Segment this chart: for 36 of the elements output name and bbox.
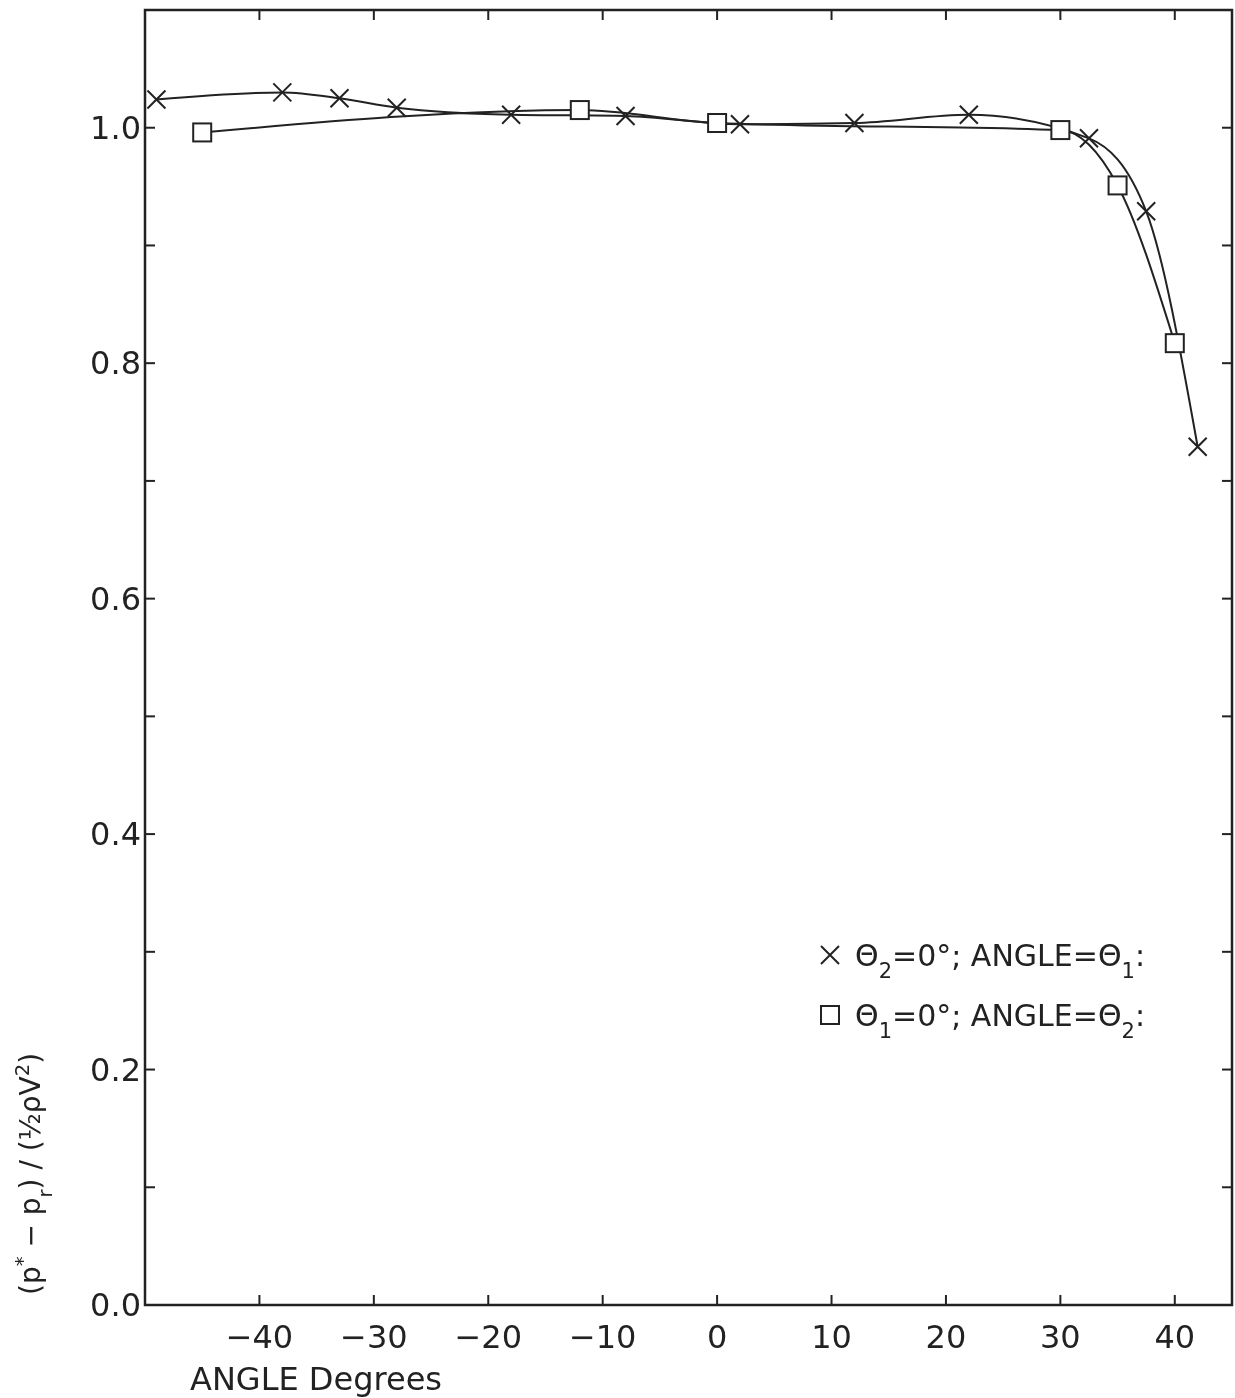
point <box>1136 201 1157 222</box>
point <box>146 89 167 110</box>
point <box>1107 175 1128 196</box>
legend-label: Θ$_{2}$=0°; ANGLE=Θ$_{1}$: <box>855 938 1145 983</box>
x-tick-label: 40 <box>1154 1318 1196 1356</box>
y-tick-label: 0.6 <box>90 579 141 618</box>
y-tick-label: 0.4 <box>90 815 141 854</box>
point <box>615 105 636 126</box>
y-tick-label: 1.0 <box>90 108 141 147</box>
point <box>1078 128 1099 149</box>
y-tick-label: 0.2 <box>90 1050 141 1089</box>
x-tick-label: 10 <box>811 1318 852 1356</box>
x-tick-label: −40 <box>225 1318 294 1356</box>
x-axis-title: ANGLE Degrees <box>190 1360 442 1398</box>
point <box>1050 120 1071 141</box>
x-tick-label: −20 <box>454 1318 523 1356</box>
point <box>386 97 407 118</box>
x-tick-label: 0 <box>706 1318 728 1356</box>
x-tick-label: −30 <box>340 1318 408 1356</box>
point <box>958 104 979 125</box>
point <box>844 113 865 134</box>
x-tick-label: −10 <box>568 1318 637 1356</box>
point <box>272 82 293 103</box>
point <box>729 114 750 135</box>
point <box>192 122 213 143</box>
point <box>501 104 522 125</box>
point <box>707 113 728 134</box>
y-tick-label: 0.8 <box>90 344 141 383</box>
y-tick-label: 0.0 <box>90 1286 141 1324</box>
point <box>329 88 350 109</box>
x-tick-label: 20 <box>925 1318 967 1356</box>
point <box>1187 436 1208 457</box>
legend-label: Θ$_{1}$=0°; ANGLE=Θ$_{2}$: <box>855 998 1145 1043</box>
x-tick-label: 30 <box>1040 1318 1081 1356</box>
point <box>1164 333 1185 354</box>
point <box>569 100 590 121</box>
